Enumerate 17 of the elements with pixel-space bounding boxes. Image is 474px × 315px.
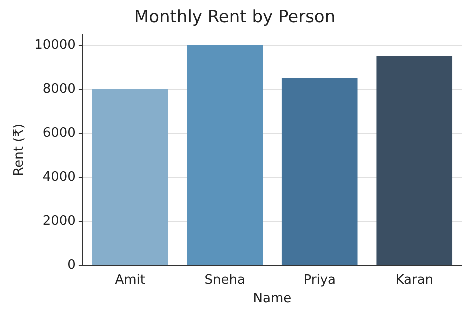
y-tick-label: 6000 bbox=[42, 126, 76, 141]
x-tick-label: Sneha bbox=[204, 272, 246, 288]
y-tick-label: 4000 bbox=[42, 170, 76, 186]
x-axis-title: Name bbox=[253, 292, 292, 307]
bar bbox=[282, 78, 358, 266]
chart-title: Monthly Rent by Person bbox=[134, 8, 336, 28]
y-tick-label: 10000 bbox=[34, 38, 76, 53]
x-tick-label: Priya bbox=[304, 272, 336, 288]
bar bbox=[92, 89, 168, 266]
y-tick-label: 8000 bbox=[42, 82, 76, 97]
bar bbox=[187, 45, 263, 266]
x-tick-label: Amit bbox=[115, 272, 146, 288]
y-tick-label: 0 bbox=[68, 258, 76, 274]
y-axis-title: Rent (₹) bbox=[12, 124, 28, 176]
bar bbox=[376, 56, 453, 266]
y-tick-label: 2000 bbox=[42, 214, 76, 230]
x-tick-label: Karan bbox=[396, 272, 434, 288]
